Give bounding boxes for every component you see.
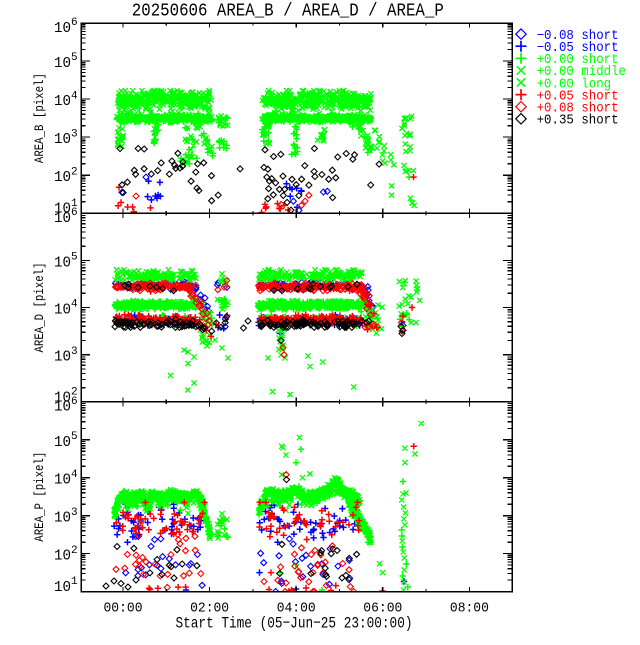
svg-text:20250606 AREA_B / AREA_D / ARE: 20250606 AREA_B / AREA_D / AREA_P — [132, 1, 444, 21]
svg-text:4: 4 — [71, 299, 78, 311]
svg-text:+0.08 short: +0.08 short — [537, 102, 619, 117]
svg-text:3: 3 — [71, 128, 78, 140]
svg-text:6: 6 — [71, 207, 78, 219]
svg-text:10: 10 — [54, 434, 71, 451]
svg-text:3: 3 — [71, 346, 78, 358]
svg-text:2: 2 — [71, 387, 78, 399]
svg-text:10: 10 — [54, 579, 71, 596]
svg-text:+0.35 short: +0.35 short — [537, 114, 619, 129]
svg-text:10: 10 — [54, 210, 71, 227]
svg-text:AREA_D [pixel]: AREA_D [pixel] — [32, 263, 47, 353]
svg-text:10: 10 — [54, 548, 71, 565]
svg-text:5: 5 — [71, 52, 78, 64]
svg-text:+0.00 middle: +0.00 middle — [537, 65, 626, 80]
svg-text:AREA_P [pixel]: AREA_P [pixel] — [32, 452, 47, 542]
svg-text:2: 2 — [71, 166, 78, 178]
svg-text:1: 1 — [71, 576, 78, 588]
svg-text:+0.00 short: +0.00 short — [537, 53, 619, 68]
svg-text:00:00: 00:00 — [104, 600, 143, 616]
svg-text:02:00: 02:00 — [190, 600, 229, 616]
svg-text:5: 5 — [71, 431, 78, 443]
svg-text:Start Time (05−Jun−25 23:00:00: Start Time (05−Jun−25 23:00:00) — [176, 615, 413, 633]
svg-text:10: 10 — [54, 472, 71, 489]
svg-text:+0.00 long: +0.00 long — [537, 77, 612, 92]
svg-text:6: 6 — [71, 17, 78, 29]
svg-text:+0.05 short: +0.05 short — [537, 89, 619, 104]
svg-text:10: 10 — [54, 20, 71, 37]
svg-text:3: 3 — [71, 507, 78, 519]
svg-text:10: 10 — [54, 389, 71, 406]
svg-text:10: 10 — [54, 93, 71, 110]
svg-text:−0.08 short: −0.08 short — [537, 29, 619, 44]
svg-text:4: 4 — [71, 469, 78, 481]
svg-text:10: 10 — [54, 302, 71, 319]
svg-text:10: 10 — [54, 55, 71, 72]
svg-text:10: 10 — [54, 510, 71, 527]
svg-text:08:00: 08:00 — [450, 600, 489, 616]
svg-text:10: 10 — [54, 131, 71, 148]
svg-text:06:00: 06:00 — [363, 600, 402, 616]
svg-text:10: 10 — [54, 254, 71, 271]
svg-text:1: 1 — [71, 198, 78, 210]
svg-text:04:00: 04:00 — [277, 600, 316, 616]
svg-text:AREA_B [pixel]: AREA_B [pixel] — [32, 73, 47, 163]
svg-text:2: 2 — [71, 545, 78, 557]
svg-text:4: 4 — [71, 90, 78, 102]
svg-text:10: 10 — [54, 349, 71, 366]
svg-text:6: 6 — [71, 396, 78, 408]
svg-text:10: 10 — [54, 399, 71, 416]
svg-text:10: 10 — [54, 169, 71, 186]
svg-text:5: 5 — [71, 252, 78, 264]
svg-text:10: 10 — [54, 201, 71, 218]
svg-text:−0.05 short: −0.05 short — [537, 41, 619, 56]
